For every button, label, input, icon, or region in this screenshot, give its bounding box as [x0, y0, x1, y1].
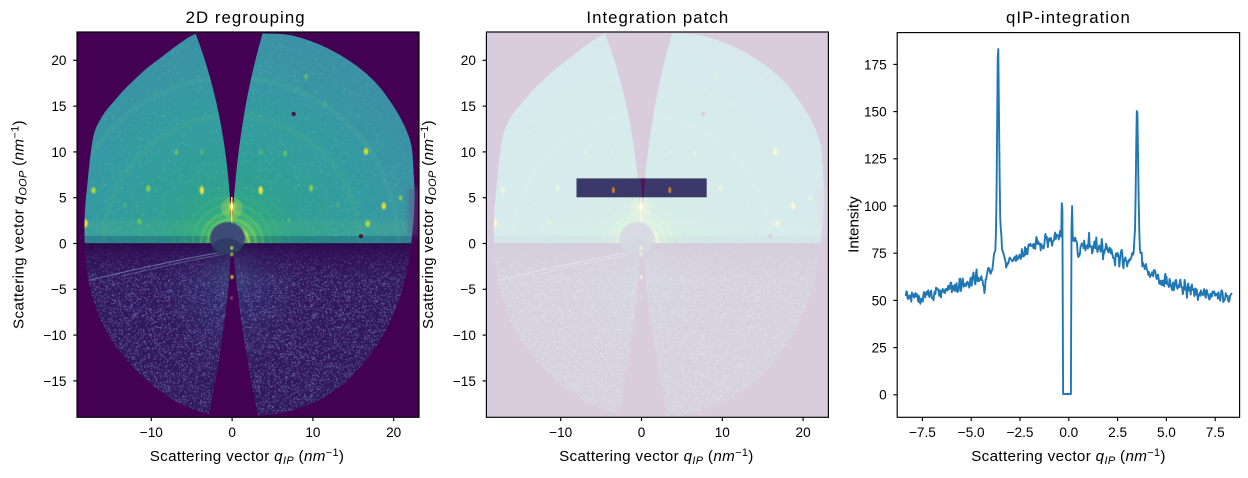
- svg-text:5.0: 5.0: [1157, 425, 1176, 440]
- svg-text:0: 0: [468, 236, 476, 251]
- svg-text:qIP-integration: qIP-integration: [1006, 8, 1131, 27]
- svg-text:−10: −10: [140, 425, 163, 440]
- svg-text:0: 0: [879, 388, 887, 403]
- svg-text:20: 20: [461, 53, 477, 68]
- svg-text:−5: −5: [51, 282, 67, 297]
- svg-text:Integration patch: Integration patch: [586, 8, 729, 27]
- svg-text:−5.0: −5.0: [958, 425, 985, 440]
- svg-text:Intensity: Intensity: [846, 196, 863, 253]
- svg-text:5: 5: [59, 191, 67, 206]
- svg-text:15: 15: [461, 99, 476, 114]
- svg-text:−15: −15: [453, 374, 476, 389]
- svg-text:20: 20: [796, 425, 812, 440]
- svg-text:Scattering vector qOOP (nm−1): Scattering vector qOOP (nm−1): [419, 120, 439, 329]
- svg-text:150: 150: [864, 105, 887, 120]
- svg-text:20: 20: [386, 425, 402, 440]
- svg-text:−10: −10: [453, 328, 476, 343]
- svg-text:25: 25: [872, 341, 887, 356]
- svg-text:5: 5: [468, 191, 476, 206]
- svg-text:Scattering vector qIP (nm−1): Scattering vector qIP (nm−1): [559, 447, 754, 467]
- svg-text:125: 125: [864, 152, 887, 167]
- svg-text:10: 10: [461, 145, 477, 160]
- svg-text:2.5: 2.5: [1108, 425, 1127, 440]
- svg-text:Scattering vector qIP (nm−1): Scattering vector qIP (nm−1): [971, 447, 1166, 467]
- svg-text:10: 10: [305, 425, 321, 440]
- svg-text:50: 50: [872, 293, 888, 308]
- svg-text:−5: −5: [460, 282, 476, 297]
- svg-text:−10: −10: [549, 425, 572, 440]
- svg-text:20: 20: [51, 53, 67, 68]
- svg-text:10: 10: [51, 145, 67, 160]
- svg-text:−7.5: −7.5: [909, 425, 936, 440]
- svg-text:0: 0: [59, 236, 67, 251]
- svg-text:Scattering vector qOOP (nm−1): Scattering vector qOOP (nm−1): [10, 120, 30, 329]
- svg-text:7.5: 7.5: [1206, 425, 1225, 440]
- svg-text:−2.5: −2.5: [1007, 425, 1034, 440]
- svg-text:0.0: 0.0: [1059, 425, 1078, 440]
- svg-text:75: 75: [872, 246, 887, 261]
- svg-text:0: 0: [228, 425, 236, 440]
- svg-text:−10: −10: [43, 328, 66, 343]
- svg-text:−15: −15: [43, 374, 66, 389]
- svg-text:175: 175: [864, 57, 887, 72]
- svg-text:Scattering vector qIP (nm−1): Scattering vector qIP (nm−1): [150, 447, 345, 467]
- svg-text:15: 15: [51, 99, 66, 114]
- svg-text:10: 10: [715, 425, 731, 440]
- svg-text:100: 100: [864, 199, 887, 214]
- svg-text:2D regrouping: 2D regrouping: [186, 8, 306, 27]
- svg-text:0: 0: [638, 425, 646, 440]
